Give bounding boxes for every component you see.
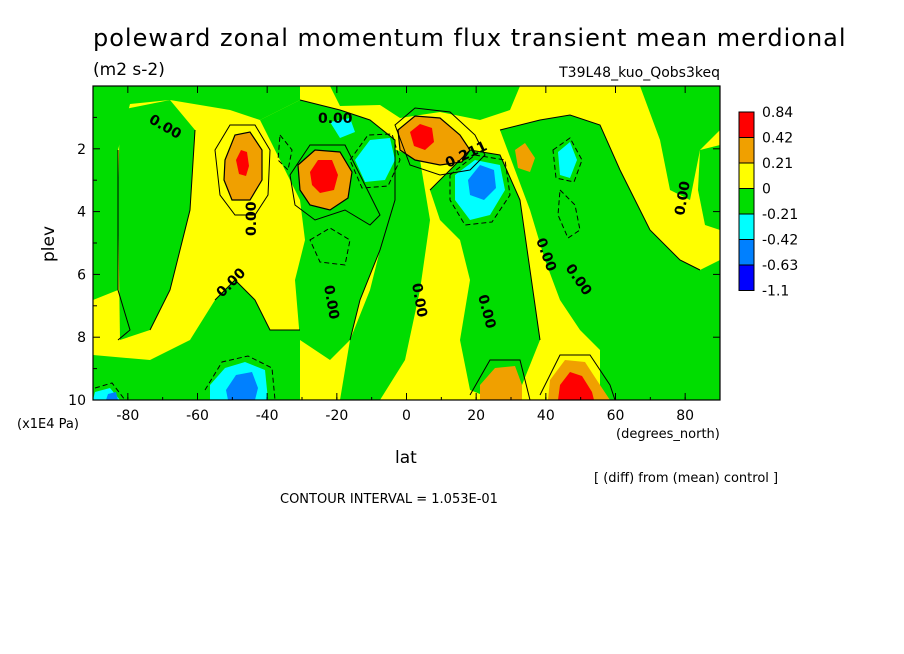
y-axis-units: (x1E4 Pa) (17, 417, 79, 432)
x-tick-label: 0 (402, 408, 411, 424)
diff-note: [ (diff) from (mean) control ] (594, 471, 778, 486)
green-region (698, 145, 720, 230)
legend-label: -0.21 (762, 207, 798, 223)
legend-swatch (738, 162, 755, 189)
contour-label: 0.00 (408, 282, 430, 319)
y-tick-label: 10 (68, 393, 86, 409)
legend-swatch (738, 213, 755, 240)
cyan-region (355, 138, 395, 182)
contour-interval: CONTOUR INTERVAL = 1.053E-01 (280, 492, 498, 507)
legend-label: 0.21 (762, 156, 793, 172)
legend-swatch (738, 111, 755, 138)
legend-swatch (738, 264, 755, 291)
red-region (558, 372, 594, 400)
y-tick-label: 6 (77, 267, 86, 283)
y-tick-label: 2 (77, 142, 86, 158)
legend: 0.84 0.42 0.21 0 -0.21 -0.42 -0.63 -1.1 (738, 105, 798, 300)
chart-title: poleward zonal momentum flux transient m… (93, 24, 847, 52)
green-region (500, 115, 720, 400)
legend-label: 0.84 (762, 105, 793, 121)
cyan-region (330, 118, 355, 138)
orange-region (515, 143, 535, 172)
contour-label: 0.00 (320, 284, 342, 321)
green-region (600, 350, 720, 400)
contour-label: 0.00 (318, 111, 353, 127)
legend-label: -0.63 (762, 258, 798, 274)
experiment-label: T39L48_kuo_Qobs3keq (558, 65, 720, 81)
legend-label: -1.1 (762, 284, 789, 300)
x-axis: -80 -60 -40 -20 0 20 40 60 80 (92, 86, 721, 424)
x-tick-label: -40 (256, 408, 279, 424)
chart-units: (m2 s-2) (93, 60, 165, 80)
legend-swatch (738, 239, 755, 266)
dashed-contours (94, 133, 583, 400)
x-tick-label: -80 (116, 408, 139, 424)
green-region (93, 86, 300, 300)
legend-label: 0.42 (762, 131, 793, 147)
x-axis-label: lat (395, 448, 417, 468)
y-tick-label: 8 (77, 330, 86, 346)
orange-region (480, 366, 522, 400)
cyan-region (558, 142, 577, 178)
legend-label: -0.42 (762, 233, 798, 249)
contour-label: 0.00 (244, 201, 260, 236)
blue-region (106, 392, 118, 400)
y-axis: 2 4 6 8 10 (68, 116, 720, 409)
legend-swatch (738, 188, 755, 215)
y-tick-label: 4 (77, 205, 86, 221)
green-region (640, 86, 720, 200)
red-region (310, 160, 338, 193)
x-tick-label: -60 (186, 408, 209, 424)
legend-swatch (738, 137, 755, 164)
contour-lines (117, 99, 701, 400)
red-region (236, 150, 249, 176)
x-tick-label: 80 (676, 408, 694, 424)
x-tick-label: 20 (467, 408, 485, 424)
legend-label: 0 (762, 182, 771, 198)
x-tick-label: 40 (537, 408, 555, 424)
plot-area: 0.00 0.00 0.00 0.00 0.00 0.00 0.00 0.00 … (93, 86, 720, 400)
x-tick-label: 60 (607, 408, 625, 424)
y-axis-label: plev (39, 226, 59, 262)
green-region (118, 100, 195, 340)
green-region (340, 145, 430, 400)
x-axis-units: (degrees_north) (616, 427, 720, 442)
blue-region (468, 165, 496, 200)
red-region (410, 124, 434, 150)
contour-label: 0.00 (672, 180, 694, 217)
green-region (330, 86, 520, 120)
x-tick-label: -20 (325, 408, 348, 424)
blue-region (226, 372, 258, 400)
